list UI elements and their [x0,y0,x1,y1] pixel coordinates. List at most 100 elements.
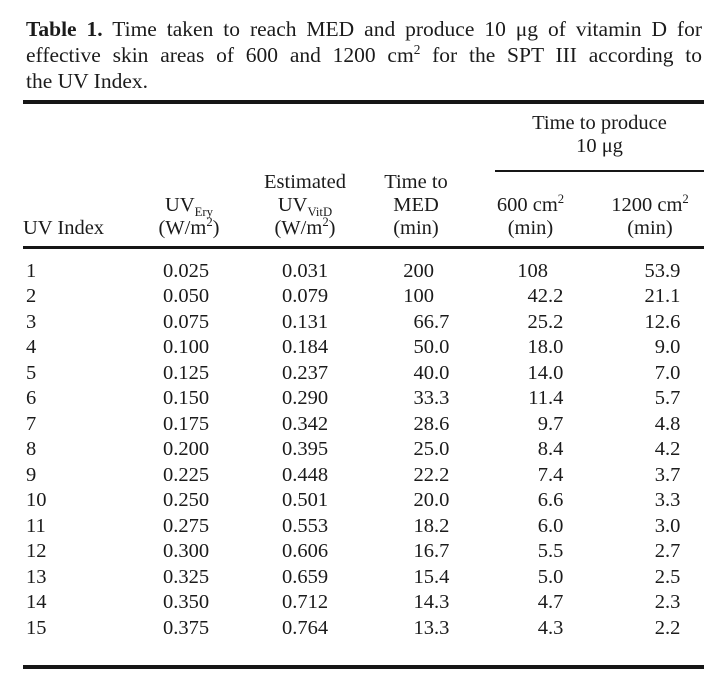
uv-vitd-unit: (W/m [274,217,323,239]
cell-time-to-med: 33.3 [413,387,450,409]
cell-time-1200: 21.1 [644,285,681,307]
cell-uv-index: 14 [26,591,47,613]
cell-uv-ery: 0.225 [162,463,210,486]
uv-ery-unit: (W/m [158,217,207,239]
table-1: Time to produce 10 μg UV Index UVEry (W/… [23,100,704,669]
area-1200-unit: (min) [627,217,673,239]
cell-uv-vitd: 0.237 [281,361,329,384]
cell-time-600: 6.6 [537,489,564,511]
cell-time-1200: 2.7 [654,540,681,562]
cell-uv-vitd: 0.764 [281,616,329,639]
cell-uv-ery: 0.200 [162,438,210,460]
caption-label: Table 1. [26,17,103,41]
table-top-rule [23,100,704,104]
cell-time-600: 9.7 [537,412,564,435]
cell-uv-ery: 0.175 [162,412,210,435]
cell-time-1200: 12.6 [644,310,681,333]
cell-time-1200: 2.2 [654,616,681,639]
cell-time-to-med: 66.7 [413,310,450,333]
table-row: 6 0.150 0.290 33.3 11.4 5.7 [23,386,704,412]
uv-ery-unit-sup: 2 [206,215,213,230]
cell-uv-vitd: 0.659 [281,565,329,588]
cell-time-1200: 7.0 [654,361,681,384]
table-row: 15 0.375 0.764 13.3 4.3 2.2 [23,616,704,642]
cell-time-600: 108 [517,259,548,282]
cell-uv-index: 15 [26,616,47,639]
cell-uv-vitd: 0.501 [281,489,329,511]
uv-vitd-subscript: VitD [307,205,333,220]
cell-time-to-med: 14.3 [413,591,450,613]
spanner-line-2: 10 μg [576,134,623,157]
cell-uv-ery: 0.100 [162,336,210,358]
area-1200-sup: 2 [682,192,689,207]
table-row: 5 0.125 0.237 40.0 14.0 7.0 [23,361,704,387]
time-to-med-line2: MED [393,194,439,216]
cell-uv-ery: 0.300 [162,540,210,562]
column-header-600cm2: 600 cm2 (min) [468,193,593,240]
table-caption: Table 1. Time taken to reach MED and pro… [26,16,702,94]
cell-uv-index: 5 [26,361,37,384]
column-spanner-time-to-produce: Time to produce 10 μg [495,112,704,158]
cell-time-1200: 53.9 [644,259,681,282]
cell-time-to-med: 15.4 [413,565,450,588]
cell-time-600: 42.2 [527,285,564,307]
cell-time-1200: 3.7 [654,463,681,486]
caption-text-2b: for the SPT III according to [420,43,702,67]
cell-time-to-med: 40.0 [413,361,450,384]
cell-time-1200: 3.3 [654,489,681,511]
table-row: 9 0.225 0.448 22.2 7.4 3.7 [23,463,704,489]
cell-uv-vitd: 0.712 [281,591,329,613]
cell-time-to-med: 22.2 [413,463,450,486]
cell-uv-ery: 0.275 [162,514,210,537]
cell-uv-index: 7 [26,412,37,435]
cell-uv-ery: 0.075 [162,310,210,333]
cell-time-600: 6.0 [537,514,564,537]
cell-time-600: 8.4 [537,438,564,460]
cell-uv-vitd: 0.342 [281,412,329,435]
cell-uv-vitd: 0.290 [281,387,329,409]
cell-uv-index: 11 [26,514,46,537]
uv-ery-subscript: Ery [194,205,213,220]
cell-uv-index: 12 [26,540,47,562]
header-rule [23,246,704,249]
cell-time-1200: 5.7 [654,387,681,409]
cell-uv-vitd: 0.184 [281,336,329,358]
spanner-line-1: Time to produce [532,111,667,134]
cell-uv-ery: 0.325 [162,565,210,588]
cell-uv-ery: 0.050 [162,285,210,307]
uv-vitd-main: UV [277,194,308,216]
cell-uv-ery: 0.350 [162,591,210,613]
caption-text-1: Time taken to reach MED and produce 10 μ… [102,17,702,41]
table-bottom-rule [23,665,704,669]
cell-time-to-med: 18.2 [413,514,450,537]
cell-uv-vitd: 0.448 [281,463,329,486]
cell-uv-ery: 0.125 [162,361,210,384]
cell-time-1200: 2.5 [654,565,681,588]
cell-time-600: 7.4 [537,463,564,486]
cell-uv-index: 13 [26,565,47,588]
cell-time-to-med: 50.0 [413,336,450,358]
caption-line-2: effective skin areas of 600 and 1200 cm2… [26,42,702,68]
table-row: 14 0.350 0.712 14.3 4.7 2.3 [23,590,704,616]
cell-time-600: 4.3 [537,616,564,639]
cell-uv-index: 1 [26,259,37,282]
caption-line-1: Table 1. Time taken to reach MED and pro… [26,16,702,42]
cell-uv-index: 3 [26,310,37,333]
caption-text-3: the UV Index. [26,69,149,93]
cell-time-1200: 4.2 [654,438,681,460]
cell-uv-index: 6 [26,387,37,409]
cell-uv-vitd: 0.131 [281,310,329,333]
uv-index-label: UV Index [23,217,105,239]
table-row: 1 0.025 0.031 200 108 53.9 [23,259,704,285]
spanner-rule [495,169,704,172]
column-header-uv-ery: UVEry (W/m2) [123,194,255,240]
table-row: 10 0.250 0.501 20.0 6.6 3.3 [23,488,704,514]
cell-uv-vitd: 0.079 [281,285,329,307]
area-600-label: 600 cm [496,194,558,216]
table-row: 13 0.325 0.659 15.4 5.0 2.5 [23,565,704,591]
cell-uv-ery: 0.250 [162,489,210,511]
table-row: 4 0.100 0.184 50.0 18.0 9.0 [23,335,704,361]
table-row: 12 0.300 0.606 16.7 5.5 2.7 [23,539,704,565]
cell-time-to-med: 13.3 [413,616,450,639]
